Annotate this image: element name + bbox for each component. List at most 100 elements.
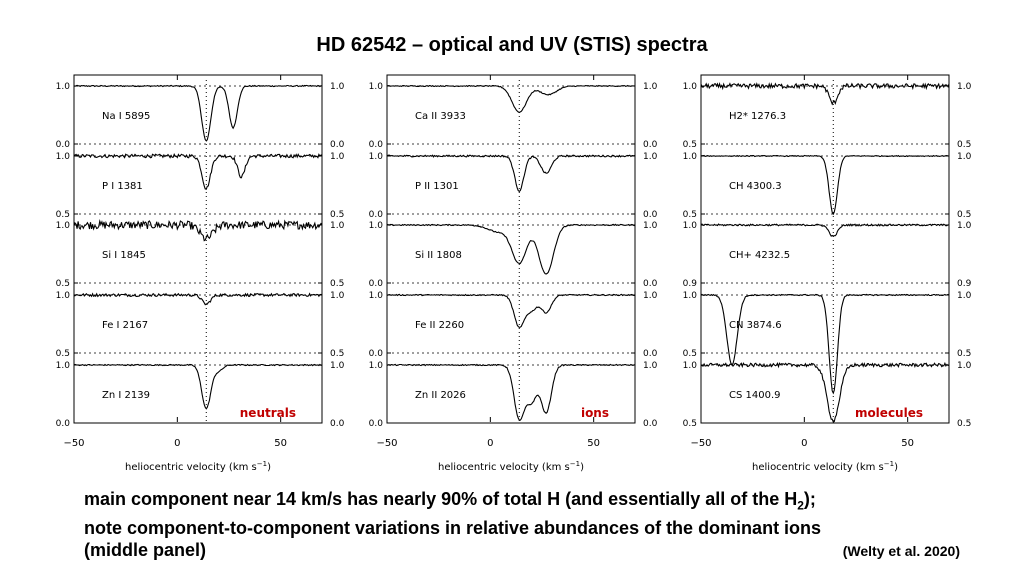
x-axis-label-sup: −1 (570, 460, 580, 468)
reference-citation: (Welty et al. 2020) (842, 543, 960, 559)
panel-frame (73, 74, 323, 424)
y-tick-label: 1.0 (369, 291, 384, 301)
y-tick-label: 0.5 (56, 210, 70, 220)
y-tick-label-right: 1.0 (643, 291, 658, 301)
species-label: Si I 1845 (102, 250, 146, 261)
panel-tag: ions (581, 406, 609, 420)
y-tick-label-right: 1.0 (957, 361, 972, 371)
x-axis-label-end: ) (267, 462, 271, 473)
caption-subscript: 2 (797, 498, 804, 513)
y-tick-label-right: 0.5 (957, 349, 971, 359)
spectrum-line (700, 154, 950, 216)
y-tick-label-right: 1.0 (330, 291, 345, 301)
spectrum-line (73, 152, 323, 190)
x-axis-label-sup: −1 (884, 460, 894, 468)
spectrum-line (73, 84, 323, 142)
y-tick-label-right: 1.0 (330, 152, 345, 162)
x-axis-label: heliocentric velocity (km s−1) (752, 460, 898, 473)
panel-tag: neutrals (240, 406, 296, 420)
x-tick-label: 0 (801, 438, 807, 449)
y-tick-label: 1.0 (56, 361, 71, 371)
x-tick-label: 50 (587, 438, 600, 449)
species-label: Si II 1808 (415, 250, 462, 261)
y-tick-label-right: 1.0 (330, 221, 345, 231)
caption-line-1: main component near 14 km/s has nearly 9… (84, 488, 964, 517)
y-tick-label-right: 0.5 (957, 140, 971, 150)
x-tick-label: 0 (487, 438, 493, 449)
y-tick-label-right: 1.0 (957, 221, 972, 231)
caption-line-1-end: ); (803, 489, 816, 509)
x-axis-label: heliocentric velocity (km s−1) (125, 460, 271, 473)
spectrum-line (386, 293, 636, 329)
y-tick-label: 0.5 (683, 210, 697, 220)
x-tick-label: −50 (376, 438, 397, 449)
y-tick-label-right: 0.0 (643, 140, 658, 150)
caption-line-2: note component-to-component variations i… (84, 517, 822, 538)
species-label: P I 1381 (102, 181, 143, 192)
y-tick-label: 0.0 (56, 140, 71, 150)
species-label: Zn II 2026 (415, 390, 466, 401)
y-tick-label: 1.0 (683, 361, 698, 371)
y-tick-label: 0.5 (683, 140, 697, 150)
species-label: H2* 1276.3 (729, 111, 786, 122)
x-tick-label: −50 (690, 438, 711, 449)
y-tick-label: 0.9 (683, 279, 698, 289)
y-tick-label: 1.0 (369, 361, 384, 371)
x-tick-label: 50 (274, 438, 287, 449)
spectrum-line (73, 292, 323, 306)
species-label: P II 1301 (415, 181, 459, 192)
caption: main component near 14 km/s has nearly 9… (84, 488, 964, 561)
panel-tag: molecules (855, 406, 923, 420)
spectrum-line (386, 223, 636, 275)
y-tick-label: 0.0 (369, 419, 384, 429)
y-tick-label-right: 1.0 (957, 291, 972, 301)
species-label: Fe II 2260 (415, 320, 464, 331)
y-tick-label-right: 0.5 (957, 419, 971, 429)
y-tick-label: 0.0 (369, 210, 384, 220)
spectrum-line (73, 363, 323, 410)
y-tick-label: 0.0 (369, 349, 384, 359)
y-tick-label-right: 0.0 (643, 419, 658, 429)
y-tick-label: 1.0 (683, 152, 698, 162)
spectrum-line (386, 363, 636, 421)
y-tick-label-right: 0.0 (330, 140, 345, 150)
y-tick-label-right: 0.0 (643, 210, 658, 220)
y-tick-label: 0.0 (369, 140, 384, 150)
x-tick-label: 50 (901, 438, 914, 449)
y-tick-label: 1.0 (56, 82, 71, 92)
y-tick-label-right: 1.0 (330, 361, 345, 371)
y-tick-label-right: 0.0 (643, 349, 658, 359)
y-tick-label-right: 1.0 (643, 221, 658, 231)
y-tick-label: 0.0 (369, 279, 384, 289)
y-tick-label: 0.5 (683, 349, 697, 359)
spectrum-line (700, 82, 950, 106)
species-label: Zn I 2139 (102, 390, 150, 401)
y-tick-label-right: 1.0 (643, 361, 658, 371)
x-axis-label-end: ) (580, 462, 584, 473)
panel-frame (386, 74, 636, 424)
species-label: CS 1400.9 (729, 390, 781, 401)
y-tick-label-right: 0.9 (957, 279, 972, 289)
species-label: Fe I 2167 (102, 320, 148, 331)
page-title: HD 62542 – optical and UV (STIS) spectra (316, 34, 708, 56)
y-tick-label-right: 0.0 (330, 419, 345, 429)
x-axis-label-sup: −1 (257, 460, 267, 468)
species-label: Na I 5895 (102, 111, 150, 122)
species-label: CN 3874.6 (729, 320, 782, 331)
y-tick-label-right: 1.0 (957, 82, 972, 92)
species-label: CH 4300.3 (729, 181, 782, 192)
y-tick-label: 1.0 (369, 152, 384, 162)
spectrum-line (700, 293, 950, 395)
y-tick-label-right: 0.5 (330, 349, 344, 359)
species-label: Ca II 3933 (415, 111, 466, 122)
y-tick-label-right: 0.5 (330, 279, 344, 289)
y-tick-label: 1.0 (683, 291, 698, 301)
y-tick-label-right: 1.0 (957, 152, 972, 162)
spectrum-line (386, 154, 636, 193)
y-tick-label-right: 1.0 (643, 152, 658, 162)
panel-neutrals: 1.0 0.0 1.0 0.0 Na I 5895 1.0 0.5 1.0 0.5 P I 138… (56, 74, 345, 473)
caption-line-3: (middle panel) (84, 539, 207, 560)
y-tick-label: 1.0 (56, 291, 71, 301)
